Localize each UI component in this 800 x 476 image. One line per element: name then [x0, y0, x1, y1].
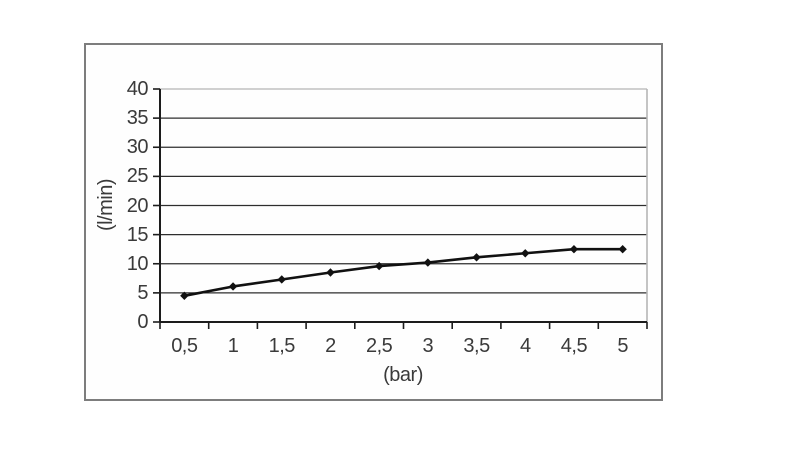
data-point-marker	[521, 249, 530, 258]
y-tick-label: 25	[126, 165, 149, 188]
y-tick-label: 10	[126, 252, 149, 275]
chart-figure: 0 5 10 15 20 25 30 35 40 0,5 1 1,5 2 2,5 3 3,5 4 4,5 5 (l…	[84, 43, 663, 401]
y-tick-label: 15	[126, 223, 149, 246]
y-tick-label: 20	[126, 194, 149, 217]
data-point-marker	[374, 261, 384, 271]
data-point-marker	[326, 268, 335, 277]
data-point-marker	[618, 244, 627, 254]
data-point-marker	[569, 244, 579, 254]
x-tick-label: 4	[519, 335, 531, 357]
x-tick-label: 2	[325, 335, 336, 357]
y-tick-label: 30	[126, 136, 149, 159]
data-point-marker	[472, 253, 481, 262]
x-tick-label: 3	[422, 335, 434, 357]
x-axis-title: (bar)	[383, 364, 423, 386]
x-tick-label: 2,5	[365, 335, 393, 357]
data-point-marker	[180, 291, 189, 300]
y-tick-label: 35	[126, 107, 149, 130]
y-axis-title: (l/min)	[95, 178, 117, 232]
x-tick-label: 1,5	[268, 335, 296, 357]
x-tick-label: 0,5	[171, 335, 198, 357]
line-chart-canvas	[153, 88, 648, 329]
data-point-marker	[423, 258, 433, 267]
y-tick-label: 5	[137, 281, 148, 304]
x-tick-label: 5	[617, 335, 628, 357]
x-tick-label: 3,5	[463, 335, 490, 357]
series-line	[183, 247, 624, 298]
data-point-marker	[228, 282, 238, 291]
y-tick-label: 40	[126, 78, 149, 100]
x-tick-label: 1	[227, 335, 239, 357]
x-tick-label: 4,5	[560, 335, 588, 357]
data-point-marker	[277, 275, 286, 284]
y-tick-label: 0	[137, 311, 148, 333]
